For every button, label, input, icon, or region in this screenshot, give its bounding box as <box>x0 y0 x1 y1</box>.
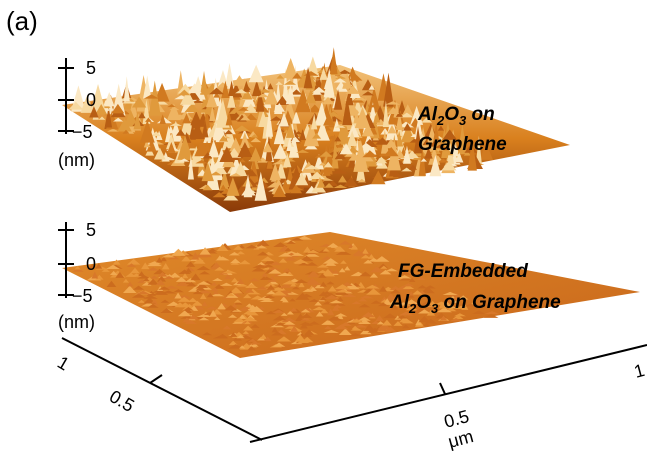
right-axis: 0.5 1 μm <box>250 345 647 452</box>
panel-label: (a) <box>6 6 38 36</box>
axis-tick-label: 0.5 <box>106 386 138 416</box>
axis-tick-label: 1 <box>632 360 647 382</box>
label-part: on Graphene <box>438 292 561 313</box>
texture-peak <box>249 65 264 83</box>
z-unit: (nm) <box>58 312 95 332</box>
axis-tick-label: 1 <box>54 352 73 374</box>
label-part: Al <box>389 292 410 313</box>
top-label-line2: Graphene <box>418 134 507 155</box>
texture-peak <box>124 76 130 101</box>
z-tick-label: −5 <box>72 286 93 306</box>
z-tick-label: −5 <box>72 122 93 142</box>
z-unit: (nm) <box>58 150 95 170</box>
label-part: Al <box>417 104 438 125</box>
figure: (a) 5 0 −5 (nm) 5 0 −5 (nm) Al2O3 on Gra… <box>0 0 647 455</box>
label-part: O <box>444 104 459 125</box>
z-tick-label: 5 <box>86 58 96 78</box>
z-tick-label: 0 <box>86 90 96 110</box>
bottom-label-line1: FG-Embedded <box>398 261 528 282</box>
texture-peak <box>200 71 208 95</box>
label-part: on <box>466 104 495 125</box>
top-label-line1: Al2O3 on <box>417 104 495 128</box>
z-tick-label: 5 <box>86 220 96 240</box>
z-tick-label: 0 <box>86 254 96 274</box>
label-part: O <box>416 292 431 313</box>
